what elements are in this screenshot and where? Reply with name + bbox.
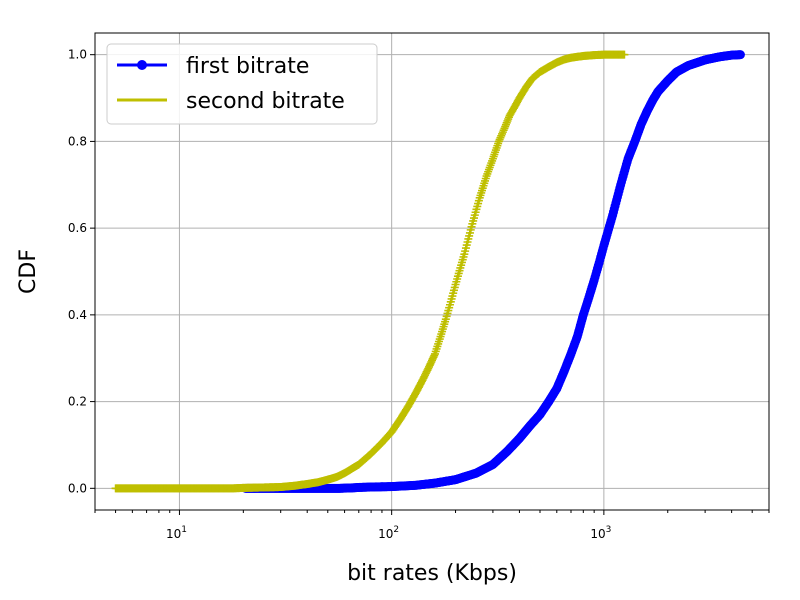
x-tick-label: 102 (378, 525, 399, 541)
plot-frame (94, 32, 770, 511)
series-layer (111, 50, 745, 493)
x-tick-label: 103 (590, 525, 611, 541)
y-tick-label: 0.4 (68, 308, 87, 322)
y-axis-label: CDF (16, 249, 41, 294)
legend: first bitrate second bitrate (106, 43, 378, 125)
x-tick-label: 101 (166, 525, 187, 541)
legend-box (106, 43, 378, 125)
legend-label-second-bitrate: second bitrate (186, 89, 345, 114)
data-point (735, 50, 745, 60)
data-point (495, 135, 504, 144)
legend-label-first-bitrate: first bitrate (186, 54, 309, 79)
y-tick-label: 0.2 (68, 395, 87, 409)
series-second-bitrate (111, 50, 629, 493)
data-point (498, 129, 507, 138)
x-axis-label: bit rates (Kbps) (347, 561, 517, 586)
y-tick-label: 0.8 (68, 134, 87, 148)
y-tick-label: 0.0 (68, 481, 87, 495)
legend-marker-first-bitrate (137, 60, 147, 70)
ticks: 0.0 0.2 0.4 0.6 0.8 1.0 101 102 103 (68, 48, 770, 541)
y-tick-label: 1.0 (68, 48, 87, 62)
data-point (620, 50, 629, 59)
y-tick-label: 0.6 (68, 221, 87, 235)
